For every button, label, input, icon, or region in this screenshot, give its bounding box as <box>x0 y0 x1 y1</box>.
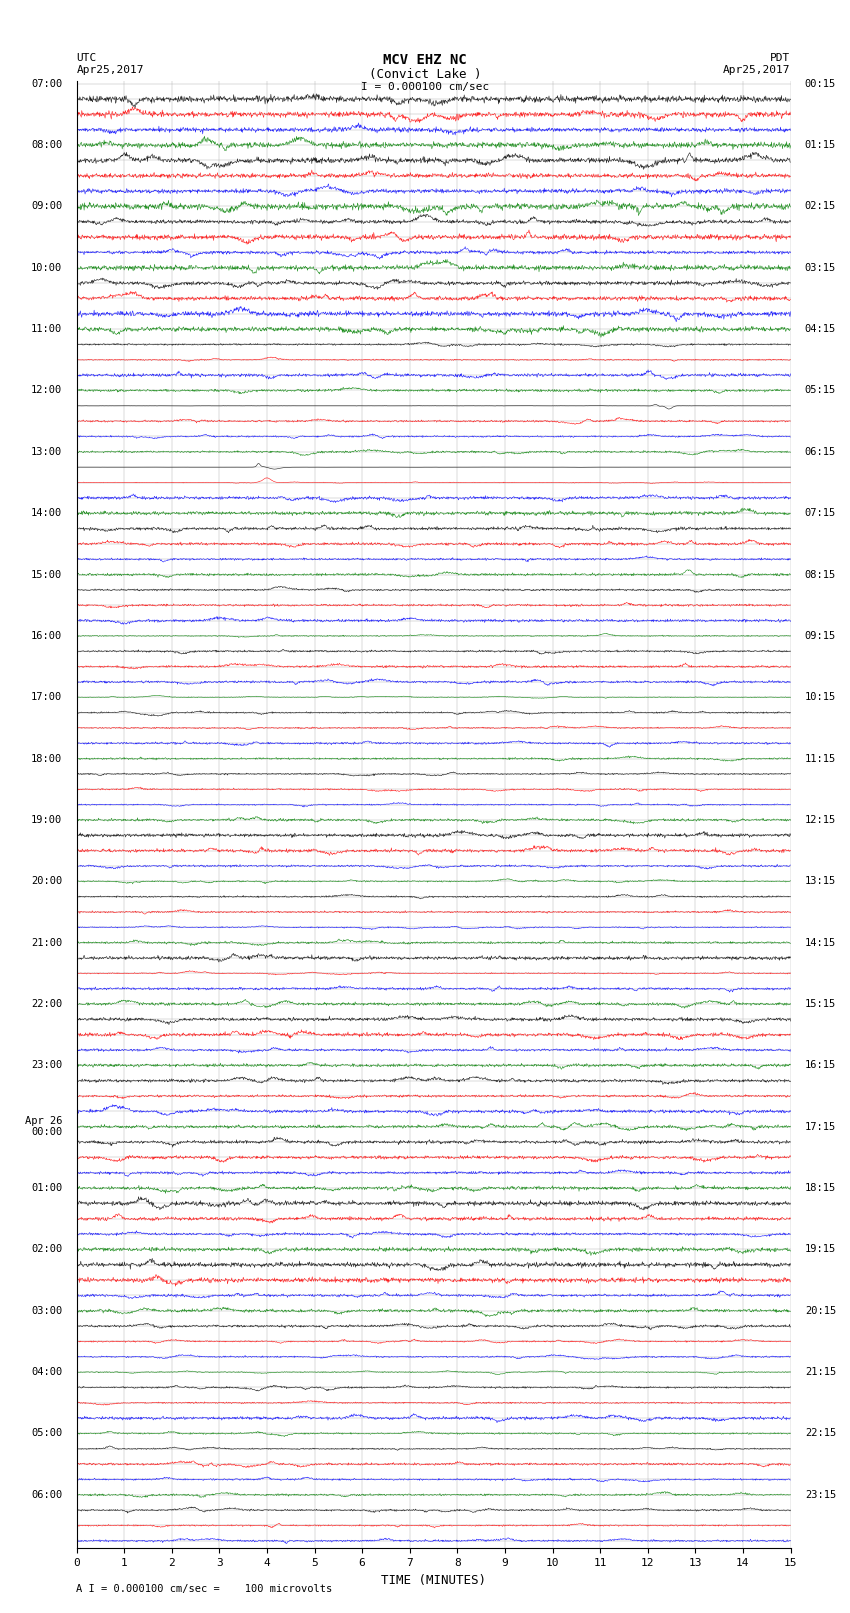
Text: 20:00: 20:00 <box>31 876 62 886</box>
Text: 01:15: 01:15 <box>805 140 836 150</box>
Text: 20:15: 20:15 <box>805 1307 836 1316</box>
Text: 13:00: 13:00 <box>31 447 62 456</box>
Text: 16:15: 16:15 <box>805 1060 836 1071</box>
Text: 04:00: 04:00 <box>31 1368 62 1378</box>
Text: (Convict Lake ): (Convict Lake ) <box>369 68 481 81</box>
Text: UTC
Apr25,2017: UTC Apr25,2017 <box>76 53 144 74</box>
Text: 11:00: 11:00 <box>31 324 62 334</box>
Text: 19:00: 19:00 <box>31 815 62 824</box>
Text: 07:15: 07:15 <box>805 508 836 518</box>
Text: 10:15: 10:15 <box>805 692 836 702</box>
Text: 06:15: 06:15 <box>805 447 836 456</box>
X-axis label: TIME (MINUTES): TIME (MINUTES) <box>381 1574 486 1587</box>
Text: 00:15: 00:15 <box>805 79 836 89</box>
Text: 19:15: 19:15 <box>805 1244 836 1255</box>
Text: 13:15: 13:15 <box>805 876 836 886</box>
Text: 08:00: 08:00 <box>31 140 62 150</box>
Text: Apr 26
00:00: Apr 26 00:00 <box>25 1116 62 1137</box>
Text: 23:00: 23:00 <box>31 1060 62 1071</box>
Text: 16:00: 16:00 <box>31 631 62 640</box>
Text: 22:15: 22:15 <box>805 1429 836 1439</box>
Text: 12:00: 12:00 <box>31 386 62 395</box>
Text: 17:15: 17:15 <box>805 1121 836 1132</box>
Text: PDT
Apr25,2017: PDT Apr25,2017 <box>723 53 791 74</box>
Text: 02:00: 02:00 <box>31 1244 62 1255</box>
Text: 15:15: 15:15 <box>805 998 836 1010</box>
Text: 21:15: 21:15 <box>805 1368 836 1378</box>
Text: 14:15: 14:15 <box>805 937 836 947</box>
Text: 05:00: 05:00 <box>31 1429 62 1439</box>
Text: 10:00: 10:00 <box>31 263 62 273</box>
Text: 23:15: 23:15 <box>805 1490 836 1500</box>
Text: 07:00: 07:00 <box>31 79 62 89</box>
Text: 18:00: 18:00 <box>31 753 62 763</box>
Text: 14:00: 14:00 <box>31 508 62 518</box>
Text: 03:15: 03:15 <box>805 263 836 273</box>
Text: 17:00: 17:00 <box>31 692 62 702</box>
Text: 06:00: 06:00 <box>31 1490 62 1500</box>
Text: 09:15: 09:15 <box>805 631 836 640</box>
Text: 04:15: 04:15 <box>805 324 836 334</box>
Text: 05:15: 05:15 <box>805 386 836 395</box>
Text: 01:00: 01:00 <box>31 1182 62 1194</box>
Text: 02:15: 02:15 <box>805 202 836 211</box>
Text: A I = 0.000100 cm/sec =    100 microvolts: A I = 0.000100 cm/sec = 100 microvolts <box>76 1584 332 1594</box>
Text: 21:00: 21:00 <box>31 937 62 947</box>
Text: 09:00: 09:00 <box>31 202 62 211</box>
Text: 08:15: 08:15 <box>805 569 836 579</box>
Text: 22:00: 22:00 <box>31 998 62 1010</box>
Text: 18:15: 18:15 <box>805 1182 836 1194</box>
Text: MCV EHZ NC: MCV EHZ NC <box>383 53 467 68</box>
Text: 03:00: 03:00 <box>31 1307 62 1316</box>
Text: 15:00: 15:00 <box>31 569 62 579</box>
Text: I = 0.000100 cm/sec: I = 0.000100 cm/sec <box>361 82 489 92</box>
Text: 12:15: 12:15 <box>805 815 836 824</box>
Text: 11:15: 11:15 <box>805 753 836 763</box>
